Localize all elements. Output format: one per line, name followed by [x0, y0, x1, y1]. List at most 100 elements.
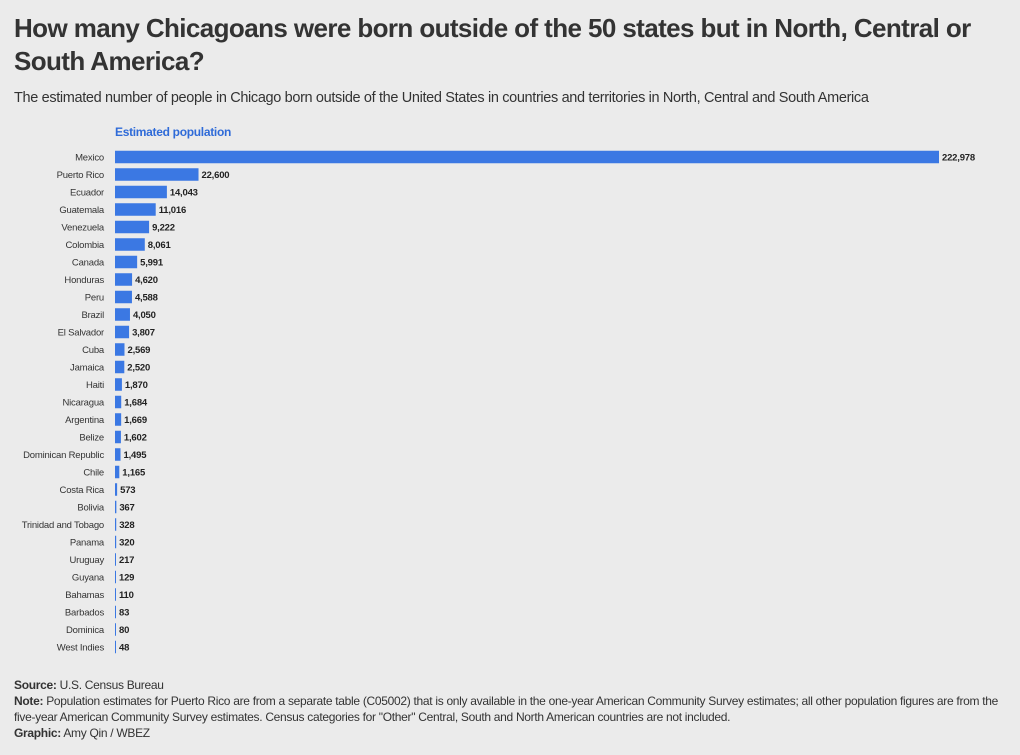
note-label: Note:	[14, 694, 44, 708]
bar-bahamas	[115, 588, 116, 601]
value-label: 4,620	[135, 275, 158, 286]
category-label: Nicaragua	[62, 398, 104, 409]
bar-belize	[115, 430, 121, 444]
category-label: Venezuela	[61, 223, 104, 234]
bar-cuba	[115, 343, 125, 356]
bar-chart-svg: Estimated population Mexico 222,978 Puerto…	[22, 125, 975, 654]
category-label: El Salvador	[58, 328, 104, 339]
category-label: Canada	[72, 258, 105, 269]
category-label: Mexico	[75, 153, 104, 164]
value-label: 320	[119, 538, 134, 549]
bar-chart: Estimated population Mexico 222,978 Puerto…	[0, 122, 1020, 662]
category-label: Dominican Republic	[23, 450, 104, 461]
category-label: Colombia	[65, 240, 104, 251]
value-label: 1,684	[124, 398, 148, 409]
bar-nicaragua	[115, 395, 122, 409]
category-label: Guatemala	[59, 205, 105, 216]
bar-brazil	[115, 308, 130, 321]
bar-colombia	[115, 238, 145, 251]
category-label: Chile	[83, 468, 104, 479]
value-label: 22,600	[202, 170, 230, 181]
category-label: Haiti	[86, 380, 104, 391]
value-label: 1,870	[125, 380, 148, 391]
category-label: Ecuador	[70, 188, 104, 199]
value-label: 48	[119, 643, 129, 654]
source-text: U.S. Census Bureau	[59, 678, 164, 692]
category-label: Cuba	[82, 345, 105, 356]
value-label: 367	[119, 503, 134, 514]
bar-trinidad-and-tobago	[115, 518, 117, 531]
value-label: 573	[120, 485, 135, 496]
bar-ecuador	[115, 185, 167, 199]
chart-title: How many Chicagoans were born outside of…	[14, 13, 971, 76]
value-label: 1,495	[124, 450, 148, 461]
bar-jamaica	[115, 360, 125, 374]
category-label: Uruguay	[69, 555, 104, 566]
value-label: 222,978	[942, 153, 975, 164]
bar-dominica	[115, 623, 116, 636]
category-label: Costa Rica	[60, 485, 105, 496]
value-label: 8,061	[148, 240, 172, 251]
value-label: 2,569	[127, 345, 150, 356]
column-header: Estimated population	[115, 125, 231, 139]
bar-venezuela	[115, 220, 150, 234]
value-label: 217	[119, 555, 134, 566]
bar-puerto-rico	[115, 168, 199, 181]
bar-mexico	[115, 150, 939, 164]
bar-bolivia	[115, 500, 117, 514]
value-label: 5,991	[140, 258, 164, 269]
category-label: Honduras	[64, 275, 104, 286]
source-line: Source: U.S. Census Bureau	[14, 677, 1009, 693]
category-label: Argentina	[65, 415, 105, 426]
value-label: 1,602	[124, 433, 147, 444]
value-label: 14,043	[170, 188, 198, 199]
category-label: Belize	[79, 433, 104, 444]
bar-panama	[115, 535, 117, 549]
value-label: 129	[119, 573, 134, 584]
bar-canada	[115, 255, 138, 269]
bar-guatemala	[115, 203, 156, 216]
value-label: 4,050	[133, 310, 156, 321]
value-label: 328	[119, 520, 134, 531]
category-label: West Indies	[57, 643, 105, 654]
chart-footer: Source: U.S. Census Bureau Note: Populat…	[14, 677, 1009, 741]
category-label: Puerto Rico	[57, 170, 104, 181]
category-label: Peru	[85, 293, 104, 304]
bar-west-indies	[115, 640, 116, 654]
bar-peru	[115, 290, 132, 304]
bar-dominican-republic	[115, 448, 121, 461]
value-label: 2,520	[127, 363, 150, 374]
bars-layer: Mexico 222,978 Puerto Rico 22,600 Ecuador 14,…	[22, 150, 975, 654]
category-label: Trinidad and Tobago	[22, 520, 104, 531]
value-label: 9,222	[152, 223, 175, 234]
chart-subtitle: The estimated number of people in Chicag…	[14, 90, 869, 106]
category-label: Bahamas	[65, 590, 104, 601]
value-label: 110	[119, 590, 134, 601]
bar-chile	[115, 465, 120, 479]
value-label: 83	[119, 608, 129, 619]
category-label: Dominica	[66, 625, 105, 636]
bar-argentina	[115, 413, 122, 426]
note-text: Population estimates for Puerto Rico are…	[14, 694, 999, 724]
category-label: Brazil	[81, 310, 104, 321]
bar-honduras	[115, 273, 133, 286]
value-label: 11,016	[159, 205, 186, 216]
bar-uruguay	[115, 553, 116, 566]
value-label: 80	[119, 625, 129, 636]
bar-barbados	[115, 605, 116, 619]
category-label: Guyana	[72, 573, 105, 584]
category-label: Bolivia	[77, 503, 105, 514]
bar-guyana	[115, 570, 116, 584]
graphic-line: Graphic: Amy Qin / WBEZ	[14, 725, 1009, 741]
graphic-text: Amy Qin / WBEZ	[63, 726, 150, 740]
category-label: Panama	[70, 538, 105, 549]
note-line: Note: Population estimates for Puerto Ri…	[14, 693, 1009, 725]
graphic-label: Graphic:	[14, 726, 61, 740]
bar-haiti	[115, 378, 122, 391]
value-label: 3,807	[132, 328, 155, 339]
category-label: Barbados	[65, 608, 105, 619]
source-label: Source:	[14, 678, 57, 692]
category-label: Jamaica	[70, 363, 105, 374]
bar-el-salvador	[115, 325, 130, 339]
value-label: 1,669	[124, 415, 147, 426]
